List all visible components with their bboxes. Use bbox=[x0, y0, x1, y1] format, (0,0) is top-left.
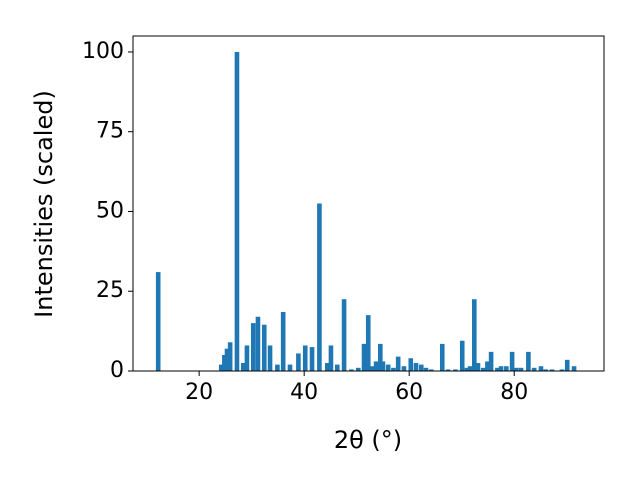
bar bbox=[365, 315, 371, 371]
bar bbox=[155, 272, 161, 371]
bar bbox=[349, 369, 354, 371]
x-tick-label: 60 bbox=[395, 380, 423, 405]
bar bbox=[423, 367, 429, 371]
bar bbox=[250, 323, 256, 371]
x-tick-label: 40 bbox=[290, 380, 318, 405]
bar bbox=[488, 351, 494, 371]
bar bbox=[328, 345, 334, 371]
plot-frame bbox=[132, 35, 605, 372]
bar bbox=[224, 348, 230, 371]
bar bbox=[408, 358, 414, 371]
bar bbox=[240, 363, 246, 371]
bar bbox=[475, 363, 481, 371]
bar bbox=[472, 299, 477, 371]
bar bbox=[275, 364, 280, 371]
bar bbox=[385, 364, 391, 371]
bar bbox=[361, 343, 367, 371]
bar bbox=[453, 369, 458, 371]
bar bbox=[373, 361, 379, 371]
bar bbox=[395, 356, 401, 371]
bar bbox=[334, 364, 340, 371]
bar bbox=[309, 347, 315, 371]
bar bbox=[280, 311, 286, 371]
bar bbox=[509, 351, 515, 371]
bar bbox=[514, 367, 519, 371]
bar bbox=[531, 367, 537, 371]
bar bbox=[370, 366, 375, 371]
bar bbox=[445, 369, 451, 371]
x-tick-label: 20 bbox=[185, 380, 213, 405]
bar bbox=[222, 355, 227, 371]
bar bbox=[467, 366, 473, 371]
y-tick-label: 25 bbox=[96, 278, 124, 303]
bar bbox=[418, 364, 424, 371]
bar bbox=[413, 363, 419, 371]
bar bbox=[378, 343, 383, 371]
bar bbox=[234, 51, 240, 371]
y-tick-label: 75 bbox=[96, 119, 124, 144]
bar bbox=[538, 366, 544, 371]
bar bbox=[355, 367, 361, 371]
bar bbox=[543, 369, 549, 371]
y-tick-label: 50 bbox=[96, 198, 124, 223]
bar bbox=[464, 367, 470, 371]
bar bbox=[296, 353, 301, 371]
bar bbox=[244, 345, 250, 371]
bar bbox=[401, 366, 407, 371]
bar bbox=[439, 343, 445, 371]
bar bbox=[218, 364, 224, 371]
bar bbox=[302, 345, 308, 371]
bar bbox=[559, 369, 565, 371]
bar bbox=[261, 324, 267, 371]
y-tick-label: 0 bbox=[110, 358, 124, 383]
bar bbox=[495, 367, 500, 371]
bar bbox=[380, 361, 386, 371]
bar bbox=[227, 342, 233, 371]
bar bbox=[324, 363, 330, 371]
bar bbox=[267, 345, 273, 371]
x-axis-label: 2θ (°) bbox=[334, 426, 402, 454]
bar bbox=[317, 203, 322, 371]
bar bbox=[564, 359, 570, 371]
bar bbox=[504, 366, 509, 371]
bar bbox=[526, 351, 531, 371]
x-tick-label: 80 bbox=[500, 380, 528, 405]
bar bbox=[341, 299, 347, 371]
bar bbox=[485, 361, 490, 371]
bar bbox=[549, 369, 555, 371]
bar bbox=[480, 367, 486, 371]
y-tick-label: 100 bbox=[82, 39, 124, 64]
bar bbox=[571, 366, 577, 371]
bar bbox=[498, 366, 504, 371]
bar bbox=[287, 364, 293, 371]
y-axis-label: Intensities (scaled) bbox=[30, 90, 58, 318]
bar bbox=[459, 340, 465, 371]
bar bbox=[391, 367, 396, 371]
bar bbox=[518, 367, 524, 371]
bar bbox=[428, 369, 434, 371]
bar bbox=[255, 316, 261, 371]
